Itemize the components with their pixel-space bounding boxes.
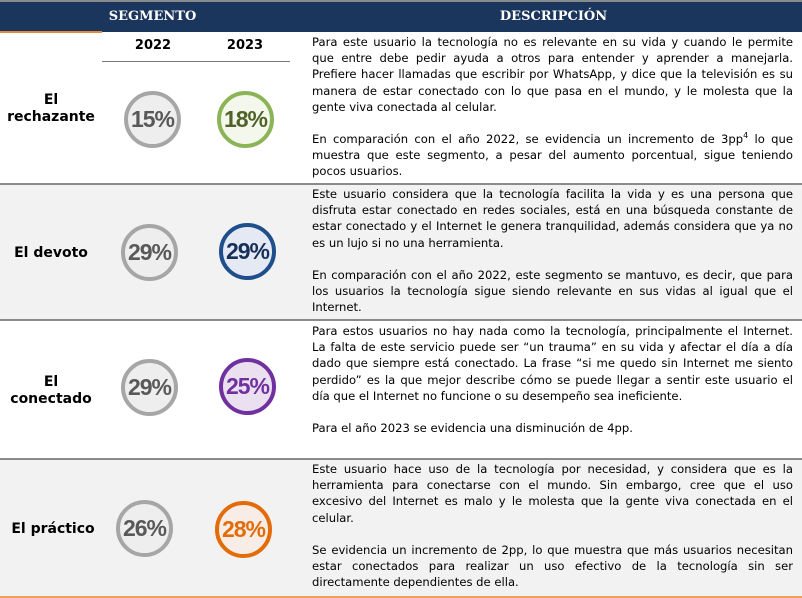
header-accent-line — [0, 31, 102, 33]
value-2023-circle: 18% — [217, 91, 274, 148]
table-row-practico: El práctico 26% 28% Este usuario hace us… — [0, 460, 802, 598]
table-row-rechazante: 2022 2023 El rechazante 15% 18% Para est… — [0, 32, 802, 185]
description-paragraph-2: En comparación con el año 2022, se evide… — [312, 131, 793, 180]
table-bottom-border — [0, 596, 802, 598]
description-paragraph-2: En comparación con el año 2022, este seg… — [312, 267, 793, 315]
value-2023-circle: 28% — [215, 501, 272, 558]
value-2023-circle: 25% — [219, 358, 276, 415]
value-2022-circle: 15% — [124, 91, 181, 148]
row-divider — [0, 319, 802, 321]
description-paragraph-2: Para el año 2023 se evidencia una dismin… — [312, 421, 633, 436]
segment-name-line2: conectado — [10, 391, 92, 407]
header-descripcion: DESCRIPCIÓN — [499, 9, 608, 24]
year-2023-label: 2023 — [226, 38, 264, 53]
segment-description: Para estos usuarios no hay nada como la … — [312, 323, 793, 436]
table-row-conectado: El conectado 29% 25% Para estos usuarios… — [0, 321, 802, 460]
segment-name: El devoto — [14, 245, 88, 261]
segment-description: Para este usuario la tecnología no es re… — [312, 34, 793, 180]
segment-description: Este usuario hace uso de la tecnología p… — [312, 461, 793, 590]
value-2022-circle: 29% — [121, 359, 178, 416]
segment-name-line1: El — [43, 92, 59, 108]
segment-name-line1: El — [43, 374, 59, 390]
table-row-devoto: El devoto 29% 29% Este usuario considera… — [0, 185, 802, 321]
year-divider — [102, 61, 290, 62]
segment-name: El rechazante — [0, 92, 102, 126]
segment-name: El conectado — [0, 374, 102, 408]
description-paragraph-1: Para estos usuarios no hay nada como la … — [312, 324, 793, 403]
description-text: lo que muestra que este segmento, a pesa… — [312, 132, 793, 179]
description-paragraph-1: Este usuario considera que la tecnología… — [312, 187, 793, 250]
row-divider — [0, 458, 802, 460]
value-2023-circle: 29% — [219, 223, 276, 280]
value-2022-circle: 29% — [121, 224, 178, 281]
table-header: SEGMENTO DESCRIPCIÓN — [0, 2, 802, 32]
description-text: En comparación con el año 2022, se evide… — [312, 132, 744, 147]
segment-name: El práctico — [11, 521, 95, 537]
description-paragraph-1: Este usuario hace uso de la tecnología p… — [312, 462, 793, 525]
row-divider — [0, 183, 802, 185]
year-2022-label: 2022 — [134, 38, 172, 53]
segment-name-line2: rechazante — [7, 109, 95, 125]
description-paragraph-2: Se evidencia un incremento de 2pp, lo qu… — [312, 542, 793, 590]
header-segmento: SEGMENTO — [108, 9, 197, 24]
footnote-marker: 4 — [743, 131, 749, 141]
top-border — [0, 0, 802, 2]
segment-description: Este usuario considera que la tecnología… — [312, 186, 793, 315]
description-paragraph-1: Para este usuario la tecnología no es re… — [312, 35, 793, 114]
value-2022-circle: 26% — [116, 500, 173, 557]
